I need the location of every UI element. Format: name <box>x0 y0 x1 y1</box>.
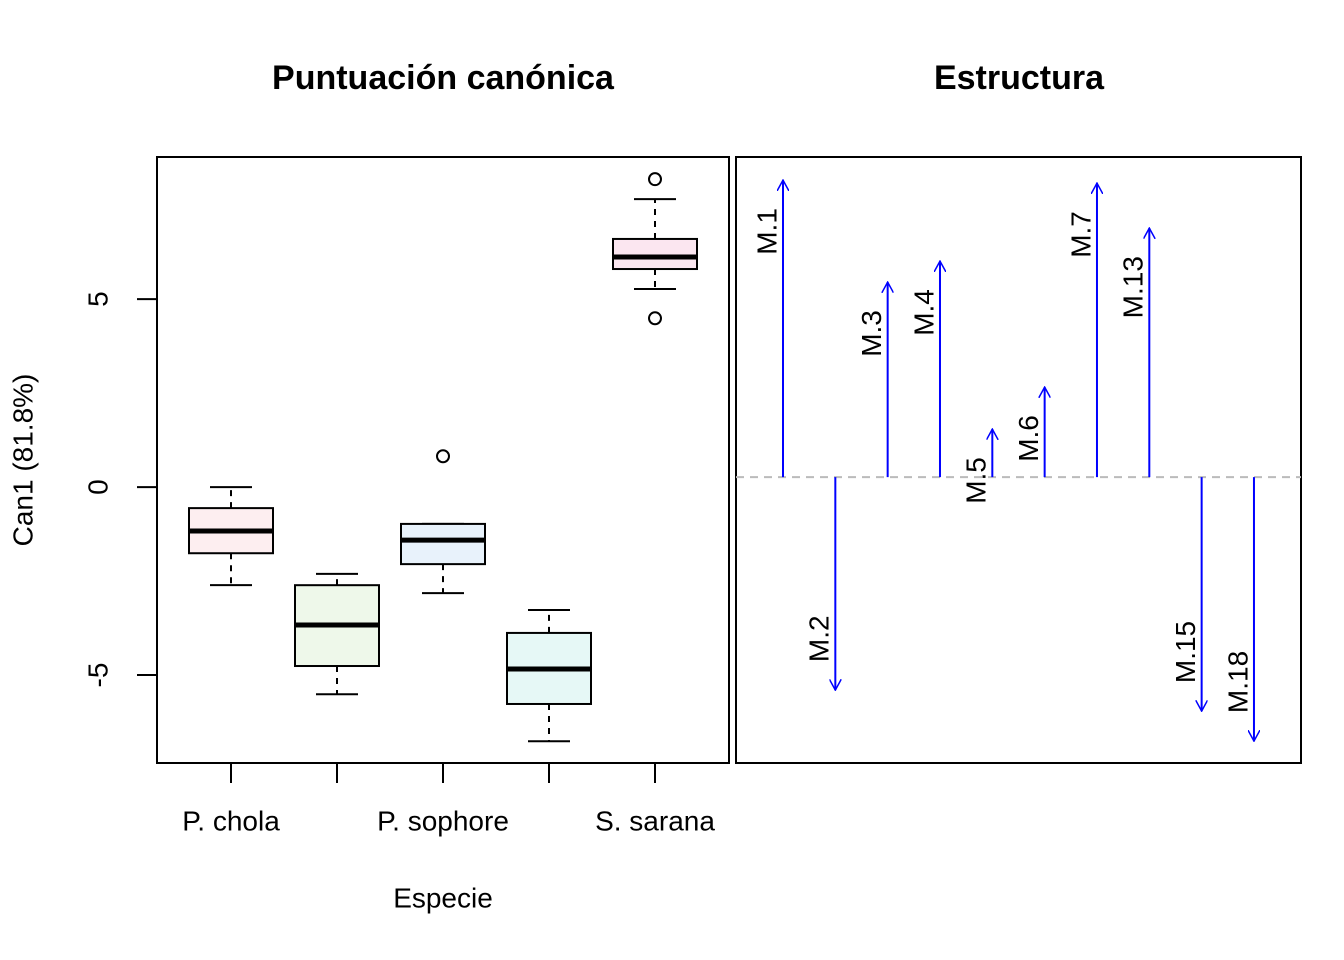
y-tick-label: 5 <box>82 291 113 307</box>
chart-title: Puntuación canónica <box>272 59 615 97</box>
y-axis-label: Can1 (81.8%) <box>7 374 38 547</box>
box <box>400 522 486 566</box>
arrow-label: M.2 <box>804 615 835 662</box>
arrow-label: M.13 <box>1118 256 1149 318</box>
arrow-label: M.5 <box>961 457 992 504</box>
x-axis-label: Especie <box>393 882 493 913</box>
arrow-label: M.4 <box>908 289 939 336</box>
arrow-label: M.3 <box>856 310 887 357</box>
x-tick-label: S. sarana <box>595 805 715 836</box>
outlier <box>648 311 662 326</box>
x-tick-label: P. sophore <box>377 805 509 836</box>
arrow-label: M.7 <box>1065 211 1096 258</box>
chart-title: Estructura <box>934 59 1105 97</box>
y-tick-label: 0 <box>82 479 113 495</box>
arrow-label: M.18 <box>1222 651 1253 713</box>
y-tick-label: -5 <box>82 663 113 688</box>
arrow-label: M.1 <box>751 208 782 255</box>
outlier <box>648 172 662 187</box>
plot-frame <box>735 156 1302 764</box>
outlier <box>436 449 450 464</box>
x-tick-label: P. chola <box>182 805 280 836</box>
box <box>612 237 698 271</box>
arrow-label: M.6 <box>1013 415 1044 462</box>
arrow-label: M.15 <box>1170 621 1201 683</box>
